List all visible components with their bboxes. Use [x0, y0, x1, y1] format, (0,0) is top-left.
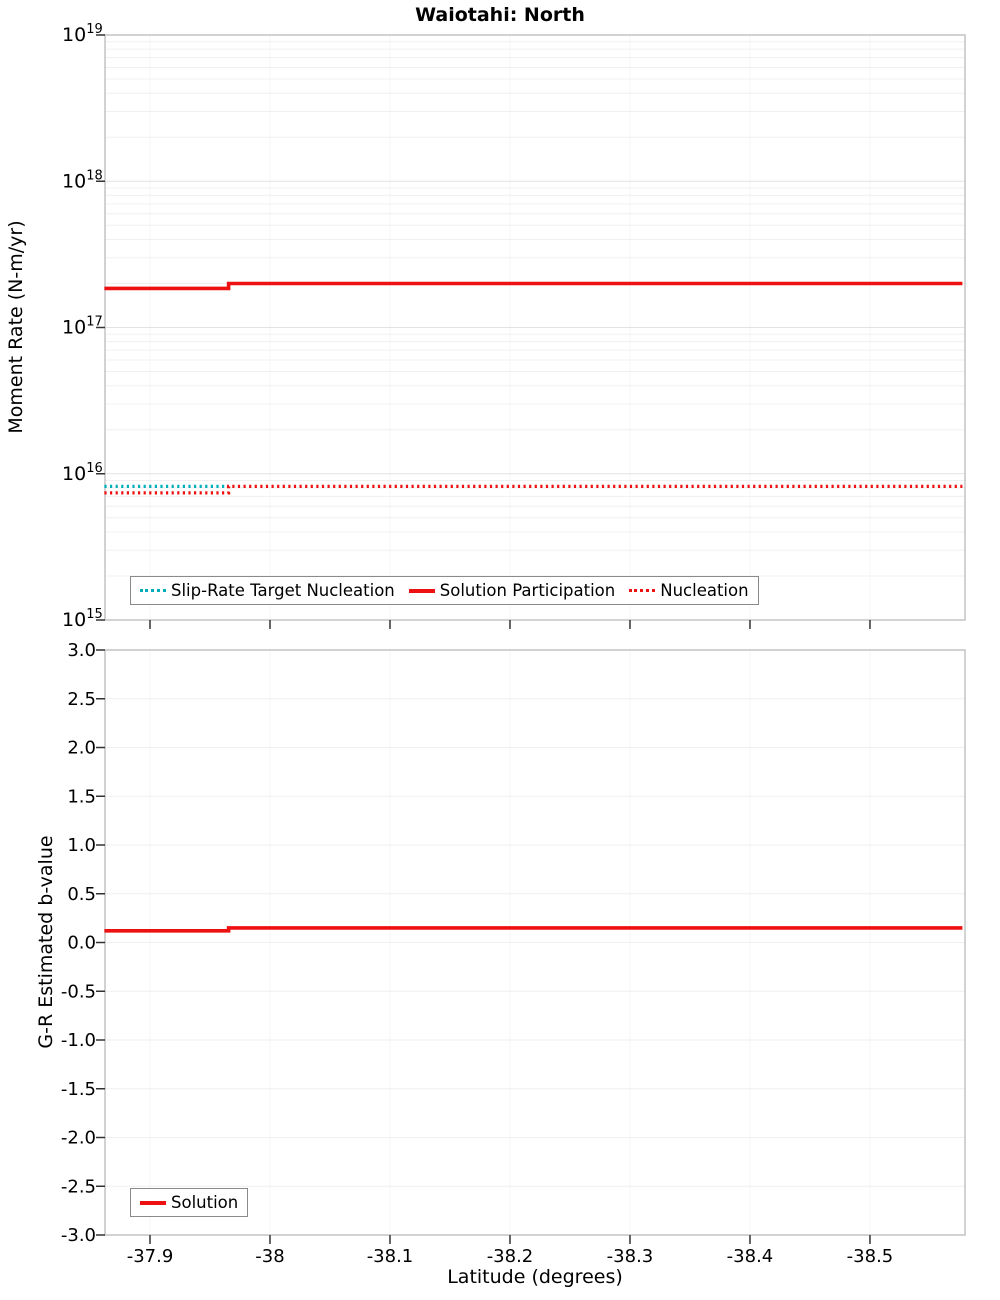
- x-tick-label: -38.1: [367, 1246, 414, 1267]
- y-tick-label: 2.5: [67, 689, 96, 710]
- chart-title: Waiotahi: North: [415, 4, 585, 26]
- series-line-nucleation: [104, 484, 963, 495]
- y-tick-label: 1.5: [67, 786, 96, 807]
- legend-entry-solution: Solution: [140, 1193, 238, 1212]
- x-axis-label: Latitude (degrees): [447, 1266, 623, 1288]
- y-tick-label: -3.0: [61, 1225, 96, 1246]
- y-tick-label: -1.0: [61, 1030, 96, 1051]
- legend-entry-slip-rate: Slip-Rate Target Nucleation: [140, 581, 395, 600]
- x-tick-label: -38.5: [847, 1246, 894, 1267]
- x-tick-label: -37.9: [127, 1246, 174, 1267]
- y-tick-label: -0.5: [61, 981, 96, 1002]
- legend-label: Nucleation: [660, 581, 749, 600]
- y-tick-label: 2.0: [67, 738, 96, 759]
- y-tick-label: 0.0: [67, 933, 96, 954]
- y-tick-label: 0.5: [67, 884, 96, 905]
- y-tick-label: 1018: [62, 168, 103, 192]
- legend-top: Slip-Rate Target Nucleation Solution Par…: [130, 576, 759, 605]
- y-tick-label: -1.5: [61, 1079, 96, 1100]
- solution-line-swatch: [140, 1200, 166, 1205]
- y-tick-label: -2.5: [61, 1176, 96, 1197]
- y-tick-label: 1016: [62, 461, 103, 485]
- series-line-solution-participation: [104, 281, 963, 291]
- legend-label: Solution: [171, 1193, 239, 1212]
- y-tick-label: 1.0: [67, 835, 96, 856]
- y-tick-label: 1019: [62, 22, 103, 46]
- legend-label: Solution Participation: [439, 581, 616, 600]
- y-axis-label-top: Moment Rate (N-m/yr): [5, 220, 27, 434]
- x-tick-label: -38.3: [607, 1246, 654, 1267]
- x-tick-label: -38: [255, 1246, 284, 1267]
- y-tick-label: 1017: [62, 315, 103, 339]
- legend-entry-nucleation: Nucleation: [629, 581, 749, 600]
- y-axis-label-bottom: G-R Estimated b-value: [35, 835, 57, 1049]
- y-tick-label: 3.0: [67, 640, 96, 661]
- y-tick-label: 1015: [62, 607, 103, 631]
- x-tick-label: -38.4: [727, 1246, 774, 1267]
- solution-participation-line-swatch: [408, 588, 435, 593]
- legend-entry-solution-participation: Solution Participation: [408, 581, 616, 600]
- slip-rate-line-swatch: [140, 589, 166, 592]
- y-tick-label: -2.0: [61, 1128, 96, 1149]
- bottom-panel: 3.0 2.5 2.0 1.5 1.0 0.5 0.0 -0.5 -1.0 -1.5 -2.0 -2.…: [61, 640, 966, 1267]
- x-tick-label: -38.2: [487, 1246, 534, 1267]
- series-line-solution: [104, 926, 963, 933]
- nucleation-line-swatch: [629, 589, 656, 592]
- top-panel: 1015 1016 1017 1018 1019: [62, 22, 966, 631]
- legend-label: Slip-Rate Target Nucleation: [171, 581, 395, 600]
- legend-bottom: Solution: [130, 1188, 249, 1217]
